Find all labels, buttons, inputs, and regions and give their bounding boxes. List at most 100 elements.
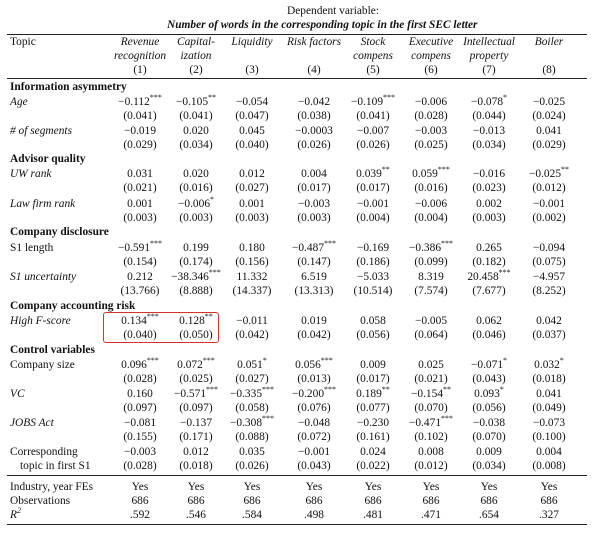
standard-error-cell: (0.042) <box>235 329 269 341</box>
coefficient-cell: −0.169 <box>356 242 390 254</box>
row-label: S1 length <box>10 242 54 254</box>
significance-stars: *** <box>437 165 450 174</box>
column-header-line1: Stock <box>360 36 386 48</box>
section-heading: Control variables <box>10 344 95 356</box>
coefficient-cell: −0.001 <box>356 198 390 210</box>
significance-stars: ** <box>561 165 570 174</box>
standard-error-cell: (0.171) <box>179 431 213 443</box>
footer-value: 686 <box>540 495 558 507</box>
coefficient-cell: −0.335*** <box>229 385 275 401</box>
coefficient-cell: 0.096*** <box>121 356 159 372</box>
standard-error-cell: (0.040) <box>235 139 269 151</box>
standard-error-cell: (0.041) <box>179 110 213 122</box>
standard-error-cell: (0.075) <box>532 256 566 268</box>
coefficient-cell: 0.160 <box>127 388 153 400</box>
standard-error-cell: (0.154) <box>123 256 157 268</box>
standard-error-cell: (0.026) <box>235 460 269 472</box>
significance-stars: *** <box>441 239 454 248</box>
column-header-line2: recognition <box>113 50 167 62</box>
column-number: (6) <box>424 64 438 76</box>
standard-error-cell: (0.017) <box>356 373 390 385</box>
coefficient-cell: −0.019 <box>123 125 157 137</box>
row-label: Law firm rank <box>10 198 76 210</box>
significance-stars: *** <box>208 268 221 277</box>
significance-stars: * <box>210 195 215 204</box>
significance-stars: *** <box>262 414 275 423</box>
row-label: JOBS Act <box>10 417 54 429</box>
standard-error-cell: (0.027) <box>235 373 269 385</box>
standard-error-cell: (0.161) <box>356 431 390 443</box>
footer-value: 686 <box>364 495 382 507</box>
standard-error-cell: (0.003) <box>235 212 269 224</box>
significance-stars: ** <box>204 312 213 321</box>
coefficient-cell: −0.109*** <box>350 93 396 109</box>
significance-stars: *** <box>441 414 454 423</box>
standard-error-cell: (13.766) <box>120 285 160 297</box>
coefficient-cell: 0.002 <box>476 198 502 210</box>
coefficient-cell: −0.048 <box>297 417 331 429</box>
coefficient-cell: −0.007 <box>356 125 390 137</box>
coefficient-cell: 0.134*** <box>121 312 159 328</box>
coefficient-cell: −0.011 <box>236 315 268 327</box>
coefficient-cell: −0.001 <box>297 446 331 458</box>
coefficient-cell: 0.032* <box>534 356 564 372</box>
standard-error-cell: (0.018) <box>179 460 213 472</box>
coefficient-cell: 0.212 <box>127 271 153 283</box>
coefficient-cell: −0.487*** <box>291 239 337 255</box>
standard-error-cell: (14.337) <box>232 285 272 297</box>
significance-stars: *** <box>383 93 396 102</box>
coefficient-cell: 0.009 <box>360 359 386 371</box>
footer-value: .546 <box>186 509 206 521</box>
significance-stars: ** <box>208 93 217 102</box>
standard-error-cell: (0.021) <box>123 182 157 194</box>
coefficient-cell: 0.072*** <box>177 356 215 372</box>
standard-error-cell: (0.077) <box>356 402 390 414</box>
coefficient-cell: −0.006* <box>177 195 215 211</box>
standard-error-cell: (0.016) <box>414 182 448 194</box>
standard-error-cell: (0.147) <box>297 256 331 268</box>
coefficient-cell: 0.001 <box>127 198 153 210</box>
column-header-line2: compens <box>353 50 393 62</box>
standard-error-cell: (0.097) <box>123 402 157 414</box>
significance-stars: *** <box>324 385 337 394</box>
coefficient-cell: 0.199 <box>183 242 209 254</box>
column-number: (2) <box>189 64 203 76</box>
footer-value: Yes <box>243 481 261 493</box>
coefficient-cell: 0.062 <box>476 315 502 327</box>
row-label: Company size <box>10 359 75 371</box>
bottom-rule <box>7 524 587 525</box>
superscript: 2 <box>16 506 21 515</box>
footer-value: Yes <box>540 481 558 493</box>
row-label: UW rank <box>10 168 52 180</box>
coefficient-cell: 0.058 <box>360 315 386 327</box>
coefficient-cell: 0.019 <box>301 315 327 327</box>
column-header-line1: Revenue <box>120 36 160 48</box>
coefficient-cell: −0.003 <box>414 125 448 137</box>
standard-error-cell: (0.021) <box>414 373 448 385</box>
coefficient-cell: −0.025 <box>532 96 566 108</box>
standard-error-cell: (0.034) <box>179 139 213 151</box>
standard-error-cell: (0.012) <box>532 182 566 194</box>
footer-value: 686 <box>187 495 205 507</box>
coefficient-cell: −0.137 <box>179 417 213 429</box>
coefficient-cell: 20.458*** <box>467 268 511 284</box>
coefficient-cell: −0.001 <box>532 198 566 210</box>
row-label: Age <box>10 96 28 108</box>
column-number: (1) <box>133 64 147 76</box>
section-heading: Advisor quality <box>10 153 86 165</box>
coefficient-cell: −0.013 <box>472 125 506 137</box>
standard-error-cell: (0.041) <box>356 110 390 122</box>
coefficient-cell: −0.386*** <box>408 239 454 255</box>
footer-value: Yes <box>364 481 382 493</box>
standard-error-cell: (0.102) <box>414 431 448 443</box>
coefficient-cell: −0.200*** <box>291 385 337 401</box>
significance-stars: *** <box>498 268 511 277</box>
standard-error-cell: (0.072) <box>297 431 331 443</box>
coefficient-cell: −0.591*** <box>117 239 163 255</box>
standard-error-cell: (0.050) <box>179 329 213 341</box>
standard-error-cell: (0.022) <box>356 460 390 472</box>
significance-stars: * <box>559 356 564 365</box>
standard-error-cell: (0.026) <box>356 139 390 151</box>
footer-value: Yes <box>131 481 149 493</box>
coefficient-cell: 8.319 <box>418 271 444 283</box>
